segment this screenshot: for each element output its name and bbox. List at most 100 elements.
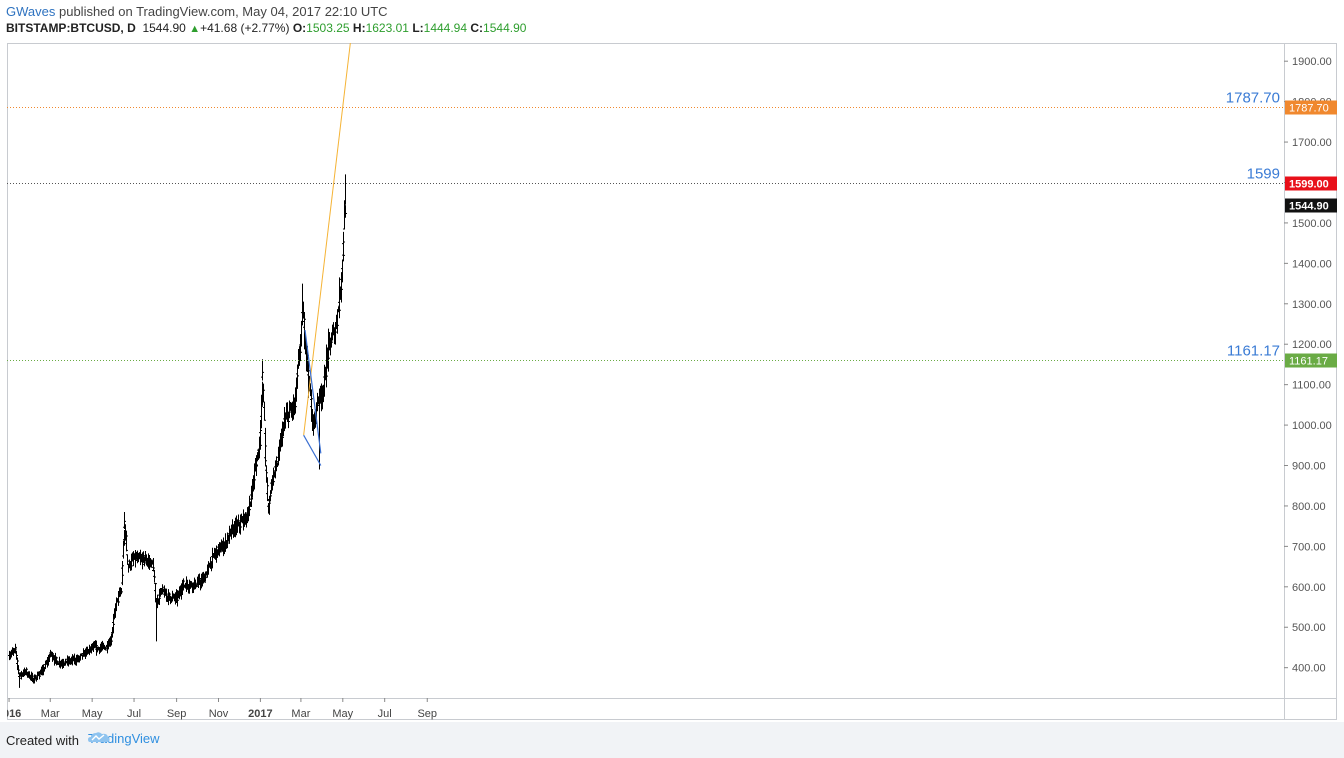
x-tick-label: Jul (127, 708, 141, 720)
y-tick-label: 900.00 (1292, 461, 1326, 473)
ohlc-bar (125, 540, 128, 552)
ohlc-bar (261, 381, 264, 406)
ohlc-bars (8, 200, 347, 684)
y-tick-label: 1200.00 (1292, 339, 1332, 351)
y-tick-label: 700.00 (1292, 541, 1326, 553)
y-tick-label: 1100.00 (1292, 380, 1331, 392)
ohlc-bar (125, 530, 128, 542)
level-label: 1787.70 (1226, 90, 1280, 107)
publish-text: published on TradingView.com, May 04, 20… (58, 4, 388, 19)
ohlc-bar (16, 657, 19, 663)
ohlc-bar (158, 588, 161, 606)
y-tick-label: 400.00 (1292, 663, 1326, 675)
wedge-line[interactable] (304, 329, 322, 454)
price-badge (1285, 176, 1337, 191)
ohlc-bar (219, 542, 222, 553)
up-arrow-icon: ▲ (189, 23, 201, 35)
ohlc-bar (262, 384, 265, 403)
ohlc-bar (265, 465, 268, 483)
level-badge-text: 1161.17 (1289, 356, 1328, 368)
ohlc-bar (276, 462, 279, 467)
high-label: H: (352, 21, 366, 35)
ohlc-bar (279, 437, 282, 450)
ohlc-bar (344, 205, 347, 218)
x-tick-label: May (82, 708, 103, 720)
trend-line[interactable] (303, 43, 351, 436)
ohlc-bar (266, 490, 269, 502)
ohlc-bar (150, 559, 153, 567)
open-label: O: (292, 21, 307, 35)
close-label: C: (470, 21, 484, 35)
chart-publish-info: GWaves published on TradingView.com, May… (6, 4, 388, 19)
y-tick-label: 1700.00 (1292, 137, 1332, 149)
price-badge-text: 1544.90 (1289, 201, 1329, 213)
ohlc-bar (287, 411, 290, 429)
y-tick-label: 1300.00 (1292, 299, 1332, 311)
close-value: 1544.90 (483, 21, 527, 35)
ohlc-bar (121, 561, 124, 573)
x-tick-label: Sep (167, 708, 187, 720)
ohlc-bar (237, 514, 240, 527)
level-badge (1285, 353, 1337, 368)
ohlc-bar (341, 259, 344, 283)
price-badge-text: 1599.00 (1289, 179, 1329, 191)
x-tick-label: Mar (291, 708, 310, 720)
low-value: 1444.94 (423, 21, 468, 35)
x-tick-label: Sep (417, 708, 437, 720)
ohlc-bar (211, 547, 214, 561)
tradingview-logo-icon (88, 732, 110, 742)
level-badge-text: 1787.70 (1289, 103, 1329, 115)
ohlc-bar (268, 497, 271, 511)
x-tick-label: May (332, 708, 353, 720)
ohlc-bar (259, 441, 262, 450)
ohlc-bar (266, 477, 269, 491)
price-chart[interactable]: 400.00 500.00 600.00 700.00 800.00 900.00 1000… (7, 43, 1337, 720)
ohlc-legend: BITSTAMP:BTCUSD, D 1544.90 ▲+41.68 (+2.7… (6, 21, 526, 35)
ohlc-bar (255, 455, 258, 470)
level-badge (1285, 100, 1337, 115)
ohlc-bar (260, 394, 263, 429)
ohlc-bar (264, 427, 267, 455)
ohlc-bar (122, 540, 125, 559)
ohlc-bar (264, 453, 267, 467)
ohlc-bar (259, 420, 262, 443)
ohlc-bar (95, 640, 98, 651)
y-tick-label: 1000.00 (1292, 420, 1332, 432)
y-tick-label: 800.00 (1292, 501, 1326, 513)
ohlc-bar (250, 485, 253, 508)
ohlc-bar (342, 231, 345, 255)
y-tick-label: 1500.00 (1292, 218, 1332, 230)
wedge-line[interactable] (303, 434, 322, 466)
x-tick-label: 2017 (248, 708, 272, 720)
x-tick-label: Mar (41, 708, 60, 720)
price-badge (1285, 198, 1337, 213)
y-tick-label: 500.00 (1292, 622, 1326, 634)
ohlc-bar (153, 569, 156, 583)
x-tick-label: Nov (209, 708, 229, 720)
y-tick-label: 1900.00 (1292, 56, 1332, 68)
ohlc-bar (17, 665, 20, 675)
ohlc-bar (275, 456, 278, 472)
last-price: 1544.90 (142, 21, 186, 35)
chart-border (7, 43, 1337, 720)
x-tick-label: Jul (378, 708, 392, 720)
y-tick-label: 1400.00 (1292, 258, 1332, 270)
level-label: 1599 (1247, 166, 1280, 183)
tradingview-link[interactable]: TradingView (88, 731, 160, 746)
ohlc-bar (269, 490, 272, 502)
author-link[interactable]: GWaves (6, 4, 56, 19)
ohlc-bar (120, 587, 123, 594)
high-value: 1623.01 (365, 21, 409, 35)
open-value: 1503.25 (306, 21, 350, 35)
x-tick-label: 2016 (7, 708, 21, 720)
footer: Created with TradingView (0, 722, 1344, 758)
low-label: L: (412, 21, 424, 35)
chart-area[interactable]: 400.00 500.00 600.00 700.00 800.00 900.00 1000… (7, 43, 1337, 720)
ohlc-bar (263, 401, 266, 421)
level-label: 1161.17 (1227, 343, 1280, 360)
y-tick-label: 600.00 (1292, 582, 1326, 594)
symbol-label: BITSTAMP:BTCUSD, D (6, 21, 136, 35)
price-change: +41.68 (+2.77%) (200, 21, 290, 35)
ohlc-bar (294, 399, 297, 414)
ohlc-bar (126, 554, 129, 565)
